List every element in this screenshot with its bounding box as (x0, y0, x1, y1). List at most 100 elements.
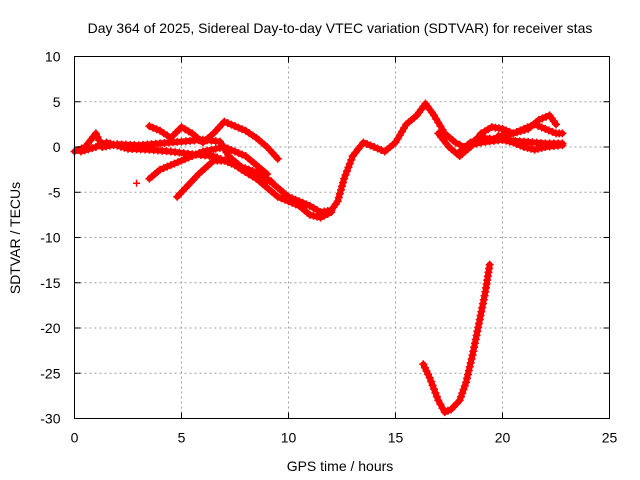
data-point (280, 195, 289, 204)
data-point (302, 200, 311, 209)
data-point (474, 319, 483, 328)
data-point (102, 138, 111, 147)
data-point (84, 145, 93, 154)
data-point (478, 303, 487, 312)
data-point (336, 185, 345, 194)
markers-track-e (173, 156, 276, 201)
data-point (516, 127, 525, 136)
data-point (234, 123, 243, 132)
data-point (541, 124, 550, 133)
x-tick-label: 10 (281, 430, 297, 446)
data-point (474, 323, 483, 332)
data-point (238, 125, 247, 134)
data-point (231, 147, 239, 156)
data-point (464, 366, 473, 375)
data-point (166, 161, 175, 170)
data-point (466, 138, 475, 147)
data-point (473, 135, 482, 144)
data-point (231, 122, 239, 131)
data-point (475, 315, 484, 324)
data-point (455, 140, 464, 149)
data-point (462, 378, 471, 387)
data-point (333, 197, 342, 206)
data-point (273, 154, 282, 163)
data-point (173, 158, 182, 167)
data-point (109, 140, 118, 149)
data-point (227, 146, 236, 155)
data-point (537, 143, 546, 152)
data-point (537, 123, 546, 132)
data-point (430, 385, 439, 394)
data-point (238, 150, 247, 159)
data-point (548, 127, 557, 136)
data-point (340, 174, 349, 183)
data-point (152, 125, 161, 134)
data-point (519, 143, 528, 151)
data-point (463, 374, 472, 383)
data-point (344, 163, 353, 172)
data-point (116, 142, 125, 151)
data-point (505, 137, 514, 146)
data-point (203, 146, 212, 155)
data-point (530, 145, 539, 154)
x-tick-label: 15 (388, 430, 404, 446)
data-point (476, 311, 485, 320)
data-point (305, 210, 314, 219)
markers-track-i (419, 260, 494, 417)
data-point (512, 139, 521, 148)
data-point (313, 212, 322, 221)
data-point (170, 159, 179, 168)
chart-title: Day 364 of 2025, Sidereal Day-to-day VTE… (88, 20, 593, 36)
data-point (431, 388, 440, 397)
x-tick-label: 5 (178, 430, 186, 446)
data-point (335, 189, 344, 198)
tick-layer: 0 5 10 15 20 25 10 5 0 -5 -10 -15 -20 -25 -30 (40, 49, 617, 446)
data-point (479, 295, 488, 304)
data-point (534, 144, 543, 153)
y-tick-label: -5 (48, 184, 61, 200)
data-point (523, 143, 532, 152)
data-point (470, 343, 479, 352)
data-point (512, 128, 521, 137)
x-tick-label: 20 (495, 430, 511, 446)
data-point (467, 355, 476, 364)
data-point (558, 141, 567, 150)
data-point (468, 351, 477, 360)
data-point (334, 193, 343, 202)
data-point (184, 153, 193, 162)
data-point (516, 141, 525, 150)
y-tick-label: 10 (45, 49, 61, 65)
data-point (370, 143, 379, 151)
data-point (220, 143, 229, 151)
data-point (373, 144, 382, 153)
data-point (544, 126, 553, 135)
markers-track-d (145, 143, 272, 183)
data-point (113, 141, 122, 150)
y-tick-label: -20 (40, 320, 60, 336)
y-tick-label: -30 (40, 411, 60, 427)
data-point (460, 381, 469, 390)
data-point (477, 307, 486, 316)
data-point (181, 155, 190, 164)
data-point (542, 112, 551, 121)
data-point (509, 129, 518, 138)
data-point (473, 327, 482, 336)
data-point (80, 146, 89, 155)
data-point (480, 291, 489, 300)
data-point (91, 143, 100, 151)
data-point (156, 165, 165, 174)
data-point (309, 211, 318, 220)
markers-track-g (455, 133, 567, 156)
data-point (341, 170, 350, 179)
data-point (520, 126, 529, 135)
series-track-a (71, 100, 566, 216)
grid-layer (74, 56, 610, 419)
data-point (207, 145, 216, 154)
data-point (133, 179, 141, 187)
data-point (362, 139, 371, 148)
data-point (428, 381, 437, 390)
data-point (223, 144, 232, 153)
data-point (211, 144, 220, 153)
